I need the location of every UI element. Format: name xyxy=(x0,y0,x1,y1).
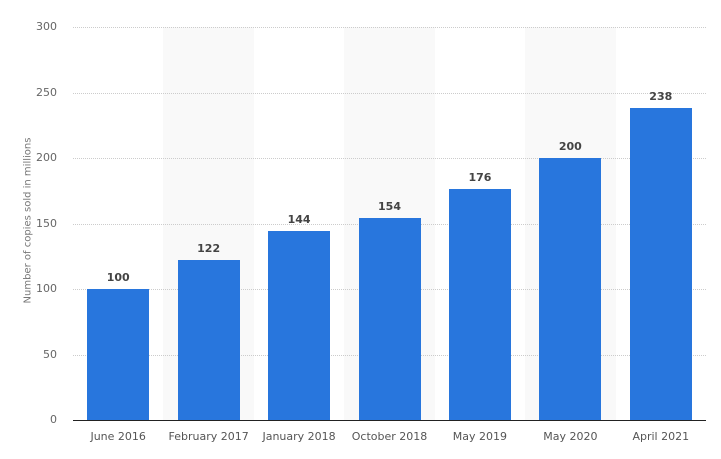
x-tick-label: April 2021 xyxy=(632,430,690,443)
x-tick-label: May 2019 xyxy=(452,430,508,443)
y-tick-label: 250 xyxy=(36,85,57,99)
x-axis-line xyxy=(73,420,706,421)
value-label: 144 xyxy=(287,213,311,227)
x-tick-label: October 2018 xyxy=(351,430,428,443)
bar[interactable] xyxy=(87,289,150,420)
y-tick-label: 0 xyxy=(50,413,57,426)
value-label: 154 xyxy=(378,200,401,214)
y-tick-label: 300 xyxy=(36,20,57,33)
value-label: 238 xyxy=(649,90,673,104)
y-tick-label: 200 xyxy=(36,151,57,164)
bar[interactable] xyxy=(177,260,240,420)
y-tick-label: 100 xyxy=(36,282,57,295)
x-tick-label: May 2020 xyxy=(543,430,598,443)
gridline xyxy=(73,92,706,94)
value-label: 176 xyxy=(468,171,492,185)
bar[interactable] xyxy=(629,108,692,420)
x-tick-label: January 2018 xyxy=(262,430,336,443)
value-label: 100 xyxy=(106,271,130,284)
bar[interactable] xyxy=(448,189,511,420)
gridline xyxy=(73,158,706,159)
x-tick-label: February 2017 xyxy=(168,430,249,443)
y-tick-label: 50 xyxy=(43,347,57,361)
bar[interactable] xyxy=(268,231,331,420)
y-tick-label: 150 xyxy=(36,216,57,230)
value-label: 122 xyxy=(197,242,221,256)
gridline xyxy=(73,27,706,28)
x-tick-label: June 2016 xyxy=(90,430,146,443)
value-label: 200 xyxy=(558,140,582,153)
bar[interactable] xyxy=(539,158,602,420)
bar[interactable] xyxy=(358,218,421,420)
